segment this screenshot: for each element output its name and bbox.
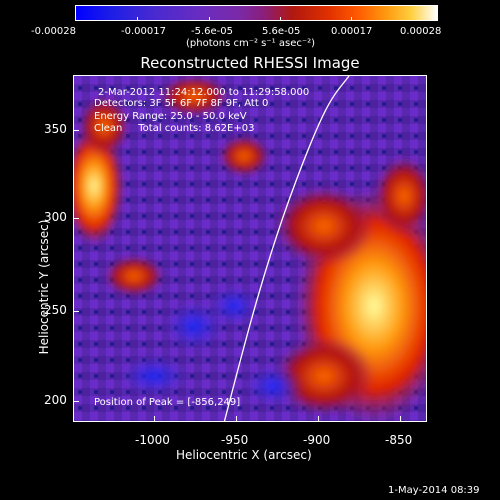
x-tick-label: -950 [221,433,249,447]
time-range-label: 2-Mar-2012 11:24:12.000 to 11:29:58.000 [98,87,310,98]
colorbar-tick [209,17,210,21]
colorbar-tick-label: 0.00028 [400,26,442,37]
x-tick-label: -850 [385,433,413,447]
y-tick [73,311,79,312]
y-tick [73,401,79,402]
x-tick-label: -900 [303,433,331,447]
colorbar-tick [280,17,281,21]
solar-limb-line [223,76,350,421]
colorbar-tick-label: -0.00017 [121,26,166,37]
x-tick [318,416,319,422]
y-tick [73,218,79,219]
rhessi-image [73,75,427,422]
x-tick [154,416,155,422]
clean-counts-label: Clean Total counts: 8.62E+03 [94,123,255,134]
colorbar-tick-label: 0.00017 [331,26,373,37]
rhessi-image-map [74,76,426,421]
y-tick-label: 300 [44,210,67,224]
colorbar-tick-label: -5.6e-05 [191,26,233,37]
energy-range-label: Energy Range: 25.0 - 50.0 keV [94,111,247,122]
y-tick-label: 350 [44,122,67,136]
x-tick-label: -1000 [135,433,170,447]
y-axis-title: Heliocentric Y (arcsec) [37,219,51,355]
peak-position-label: Position of Peak = [-856,249] [94,397,241,408]
detectors-label: Detectors: 3F 5F 6F 7F 8F 9F, Att 0 [94,98,269,109]
colorbar-tick-label: -0.00028 [31,26,76,37]
x-tick [236,416,237,422]
colorbar-tick-label: 5.6e-05 [262,26,301,37]
colorbar-unit: (photons cm⁻² s⁻¹ asec⁻²) [186,38,316,49]
y-tick-label: 250 [44,303,67,317]
y-tick-label: 200 [44,393,67,407]
colorbar [75,5,438,21]
x-tick [400,416,401,422]
colorbar-tick [351,17,352,21]
footer-timestamp: 1-May-2014 08:39 [388,485,480,496]
x-axis-title: Heliocentric X (arcsec) [176,448,312,462]
image-title: Reconstructed RHESSI Image [140,54,360,72]
colorbar-tick [137,17,138,21]
y-tick [73,130,79,131]
